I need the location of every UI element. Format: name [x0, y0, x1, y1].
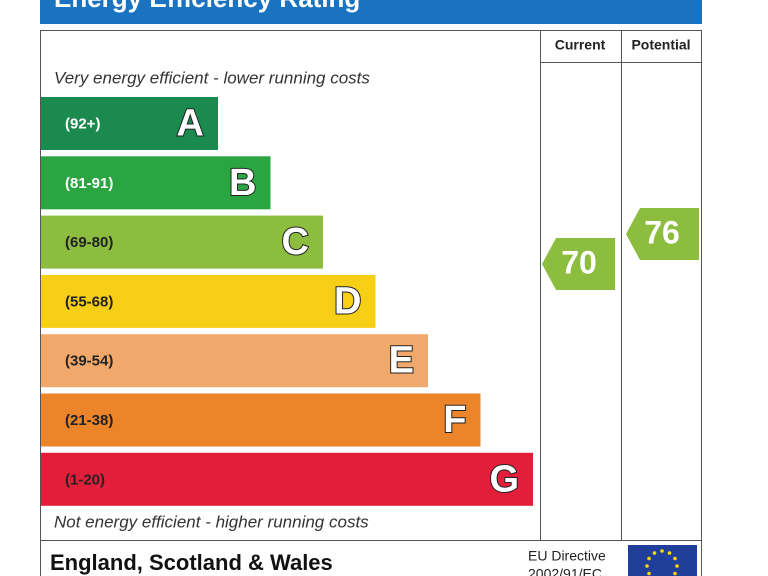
band-letter: G	[489, 458, 519, 500]
band	[41, 156, 271, 210]
region: England, Scotland & Wales	[50, 550, 333, 575]
band	[41, 452, 533, 506]
band-range: (81-91)	[65, 175, 113, 192]
band-range: (55-68)	[65, 293, 113, 310]
column-header: Potential	[631, 37, 690, 53]
potential-arrow	[626, 208, 699, 260]
eu-star	[645, 564, 649, 568]
current-arrow	[542, 238, 615, 290]
band	[41, 334, 428, 388]
band-letter: C	[282, 221, 309, 263]
eu-stars	[645, 549, 679, 576]
eu-star	[652, 551, 657, 555]
directive: 2002/91/EC	[528, 566, 602, 576]
band-letter: D	[334, 280, 361, 322]
band	[41, 215, 323, 269]
band	[41, 393, 481, 447]
band-letter: E	[389, 340, 414, 382]
band-range: (21-38)	[65, 412, 113, 429]
band-letter: F	[443, 399, 466, 441]
band-range: (69-80)	[65, 234, 113, 251]
directive: EU Directive	[528, 548, 606, 564]
current-rating: 70	[561, 244, 597, 280]
band-range: (1-20)	[65, 471, 105, 488]
eu-star	[667, 551, 672, 555]
title-bar	[40, 0, 702, 24]
title: Energy Efficiency Rating	[54, 0, 360, 13]
footer-box	[40, 540, 702, 576]
band-letter: B	[229, 162, 256, 204]
eu-star	[675, 564, 679, 568]
bottom-note: Not energy efficient - higher running co…	[54, 512, 369, 531]
column-header: Current	[555, 37, 606, 53]
band-range: (92+)	[65, 115, 100, 132]
band	[41, 274, 376, 328]
band-range: (39-54)	[65, 353, 113, 370]
top-note: Very energy efficient - lower running co…	[54, 68, 370, 87]
band	[41, 97, 218, 150]
eu-star	[647, 556, 651, 561]
potential-rating: 76	[644, 214, 680, 250]
eu-star	[647, 571, 651, 576]
eu-star	[673, 571, 677, 576]
band-letter: A	[177, 103, 204, 145]
eu-star	[660, 549, 664, 553]
eu-star	[673, 556, 677, 561]
